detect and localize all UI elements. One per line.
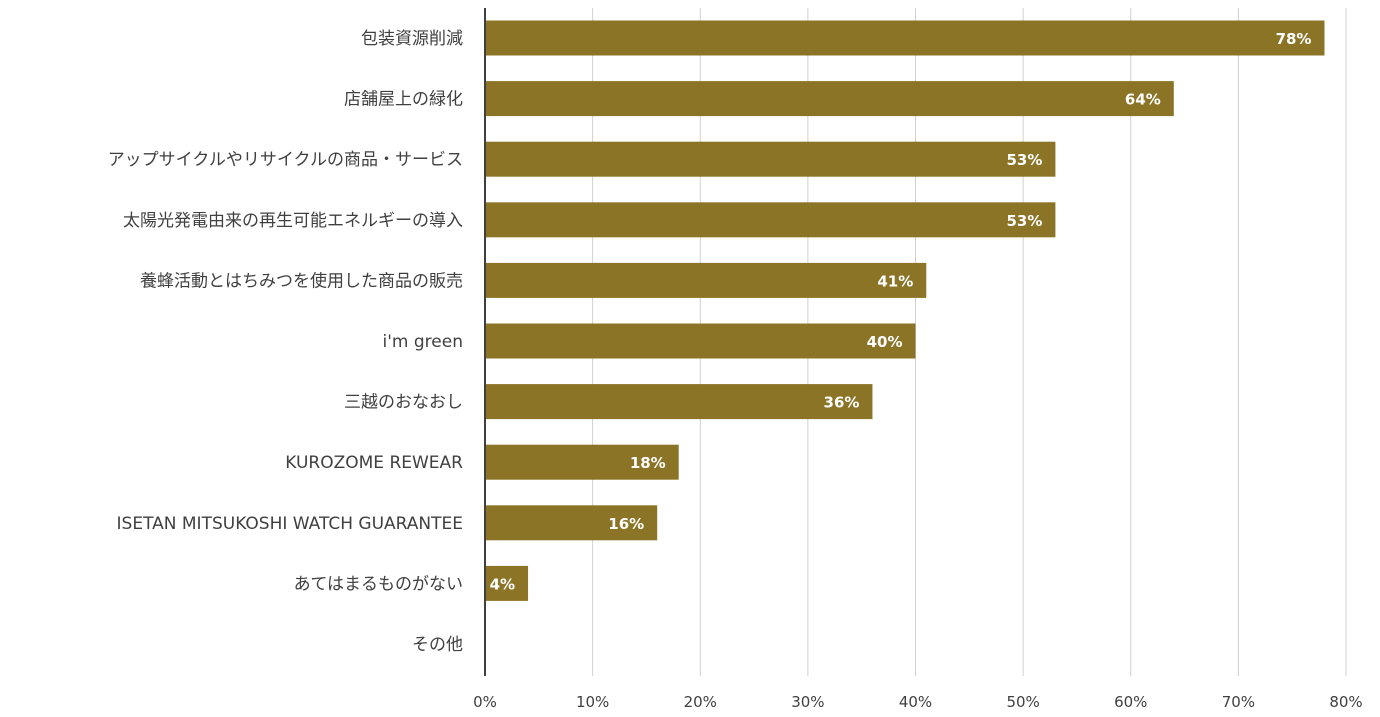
category-label-3: 太陽光発電由来の再生可能エネルギーの導入	[123, 211, 463, 231]
category-label-1: 店舗屋上の緑化	[344, 90, 463, 110]
bar-6	[485, 384, 873, 420]
category-label-6: 三越のおなおし	[344, 393, 463, 413]
bar-7	[485, 444, 679, 480]
data-label-7: 18%	[630, 454, 666, 472]
x-tick-label-30: 30%	[791, 693, 824, 711]
category-label-10: その他	[412, 635, 463, 655]
data-label-6: 36%	[824, 394, 860, 412]
x-tick-label-20: 20%	[684, 693, 717, 711]
x-tick-label-10: 10%	[576, 693, 609, 711]
data-label-4: 41%	[877, 272, 913, 290]
bar-1	[485, 81, 1174, 117]
bars	[485, 20, 1325, 601]
data-label-8: 16%	[608, 515, 644, 533]
data-label-3: 53%	[1007, 212, 1043, 230]
data-label-1: 64%	[1125, 91, 1161, 109]
x-tick-label-60: 60%	[1114, 693, 1147, 711]
data-label-9: 4%	[490, 575, 515, 593]
x-tick-label-80: 80%	[1329, 693, 1362, 711]
category-label-2: アップサイクルやリサイクルの商品・サービス	[108, 150, 463, 170]
bar-4	[485, 262, 927, 298]
category-label-7: KUROZOME REWEAR	[285, 453, 463, 473]
category-label-0: 包装資源削減	[361, 29, 463, 49]
category-label-5: i'm green	[383, 332, 463, 352]
x-tick-label-40: 40%	[899, 693, 932, 711]
x-tick-label-50: 50%	[1006, 693, 1039, 711]
data-label-2: 53%	[1007, 151, 1043, 169]
bar-2	[485, 141, 1056, 177]
axes: 0% 10% 20% 30% 40% 50% 60% 70% 80%	[473, 8, 1363, 711]
category-label-8: ISETAN MITSUKOSHI WATCH GUARANTEE	[117, 514, 463, 534]
bar-0	[485, 20, 1325, 56]
bar-5	[485, 323, 916, 359]
bar-8	[485, 505, 658, 541]
data-label-5: 40%	[867, 333, 903, 351]
bar-9	[485, 565, 529, 601]
category-label-4: 養蜂活動とはちみつを使用した商品の販売	[140, 270, 463, 291]
data-label-0: 78%	[1276, 30, 1312, 48]
x-tick-label-70: 70%	[1222, 693, 1255, 711]
bar-3	[485, 202, 1056, 238]
x-tick-label-0: 0%	[473, 693, 497, 711]
category-label-9: あてはまるものがない	[294, 574, 463, 594]
labels: 包装資源削減 78% 店舗屋上の緑化 64% アップサイクルやリサイクルの商品・サービス…	[108, 29, 1312, 655]
